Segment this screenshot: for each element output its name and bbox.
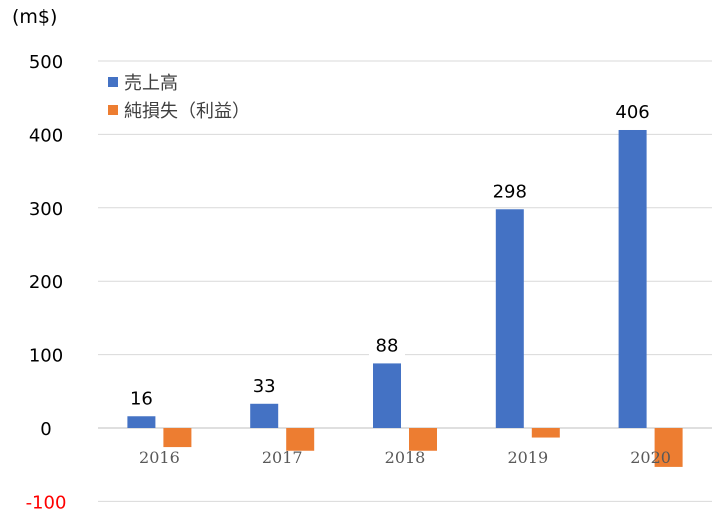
bar-net-loss-2019 (531, 428, 560, 438)
legend-swatch-net-loss (108, 105, 118, 115)
data-label-sales-2020: 406 (615, 102, 649, 123)
legend-label-net-loss: 純損失（利益） (124, 101, 250, 122)
x-tick-label: 2017 (262, 448, 303, 467)
x-tick-label: 2019 (507, 448, 548, 467)
legend-label-sales: 売上高 (124, 73, 178, 94)
legend-item-sales: 売上高 (108, 68, 250, 96)
legend-item-net-loss: 純損失（利益） (108, 96, 250, 124)
unit-label: (m$) (12, 6, 58, 28)
x-tick-label: 2020 (630, 448, 671, 467)
x-tick-label: 2018 (385, 448, 426, 467)
bar-sales-2017 (250, 403, 279, 428)
y-tick-label: 100 (29, 346, 63, 367)
bar-net-loss-2016 (163, 428, 192, 448)
data-label-sales-2016: 16 (130, 388, 153, 409)
y-tick-label: 300 (29, 199, 63, 220)
legend-swatch-sales (108, 77, 118, 87)
y-tick-label: -100 (26, 492, 67, 513)
bar-sales-2018 (373, 363, 401, 428)
data-label-bg (369, 331, 405, 358)
data-label-bg (246, 371, 283, 398)
data-label-sales-2017: 33 (253, 376, 276, 397)
bar-net-loss-2018 (409, 428, 437, 451)
data-label-sales-2018: 88 (376, 335, 399, 356)
bar-net-loss-2017 (286, 428, 315, 451)
y-tick-label: 0 (40, 419, 51, 440)
y-tick-label: 400 (29, 125, 63, 146)
data-label-sales-2019: 298 (493, 181, 527, 202)
bar-sales-2019 (495, 209, 524, 428)
legend: 売上高 純損失（利益） (108, 68, 250, 124)
y-tick-label: 500 (29, 52, 63, 73)
bar-sales-2020 (618, 129, 647, 428)
data-label-bg (123, 384, 160, 411)
bar-net-loss-2020 (654, 428, 683, 467)
y-tick-label: 200 (29, 272, 63, 293)
bar-sales-2016 (127, 416, 156, 428)
data-label-bg (609, 97, 657, 124)
x-tick-label: 2016 (139, 448, 180, 467)
data-label-bg (486, 177, 534, 204)
